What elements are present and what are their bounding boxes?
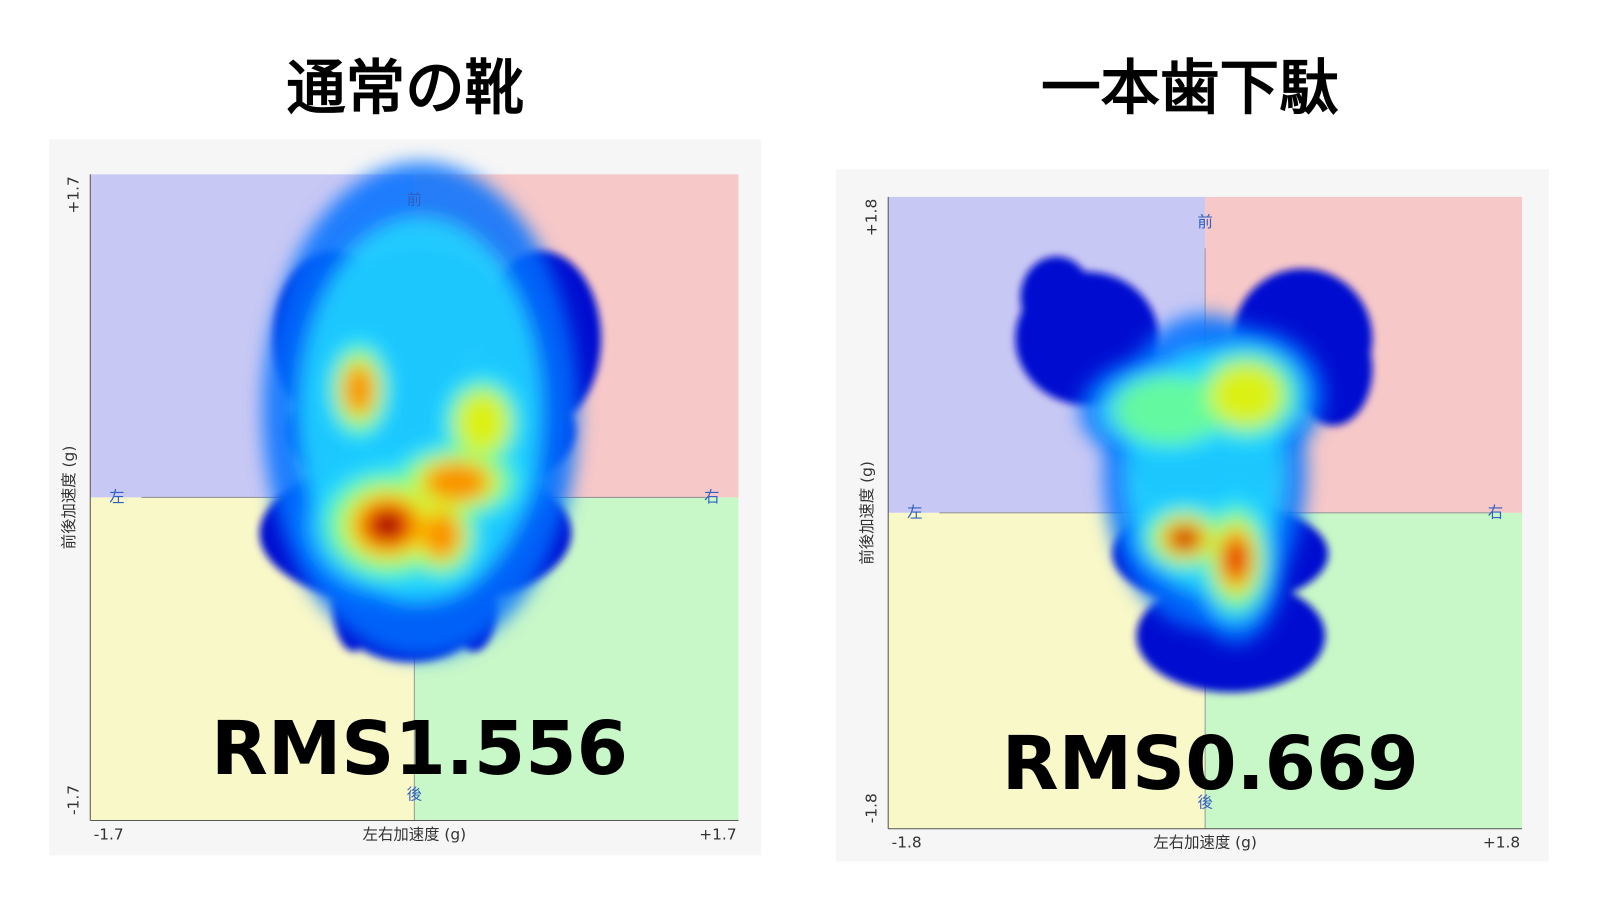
x-axis-min: -1.8 bbox=[892, 834, 922, 852]
quadrant-label: 後 bbox=[1197, 794, 1212, 812]
quadrant-label: 右 bbox=[704, 488, 719, 506]
x-axis-label: 左右加速度 (g) bbox=[363, 825, 467, 843]
y-axis-max: +1.7 bbox=[64, 176, 82, 213]
y-axis-max: +1.8 bbox=[862, 199, 880, 236]
y-axis-label: 前後加速度 (g) bbox=[60, 446, 78, 550]
heat-region bbox=[1020, 256, 1093, 339]
heatmap bbox=[1015, 256, 1373, 693]
y-axis-min: -1.8 bbox=[862, 793, 880, 823]
heat-region bbox=[1113, 375, 1225, 445]
quadrant-label: 右 bbox=[1488, 503, 1503, 521]
panel-title: 一本歯下駄 bbox=[1041, 54, 1339, 123]
heat-region bbox=[425, 463, 488, 501]
heat-region bbox=[1210, 364, 1283, 426]
y-axis-min: -1.7 bbox=[64, 785, 82, 815]
heat-region bbox=[344, 366, 374, 414]
heat-region bbox=[1225, 540, 1247, 578]
x-axis-max: +1.8 bbox=[1483, 834, 1520, 852]
x-axis-min: -1.7 bbox=[94, 825, 124, 843]
x-axis-label: 左右加速度 (g) bbox=[1153, 834, 1257, 852]
heat-region bbox=[375, 514, 400, 536]
heat-region bbox=[456, 391, 508, 454]
quadrant-label: 左 bbox=[109, 488, 124, 506]
quadrant-label: 前 bbox=[407, 191, 422, 209]
heatmap-hot bbox=[1078, 313, 1326, 645]
heat-region bbox=[422, 513, 460, 558]
heat-region bbox=[1177, 532, 1193, 545]
rms-value: RMS1.556 bbox=[211, 706, 628, 792]
panel-title: 通常の靴 bbox=[286, 54, 524, 123]
quadrant-label: 前 bbox=[1197, 213, 1212, 231]
rms-value: RMS0.669 bbox=[1002, 721, 1419, 807]
x-axis-max: +1.7 bbox=[699, 825, 736, 843]
quadrant-label: 左 bbox=[907, 503, 922, 521]
y-axis-label: 前後加速度 (g) bbox=[858, 461, 876, 565]
heatmap bbox=[259, 162, 602, 662]
quadrant-label: 後 bbox=[407, 785, 422, 803]
heatmap-hot bbox=[262, 162, 579, 659]
